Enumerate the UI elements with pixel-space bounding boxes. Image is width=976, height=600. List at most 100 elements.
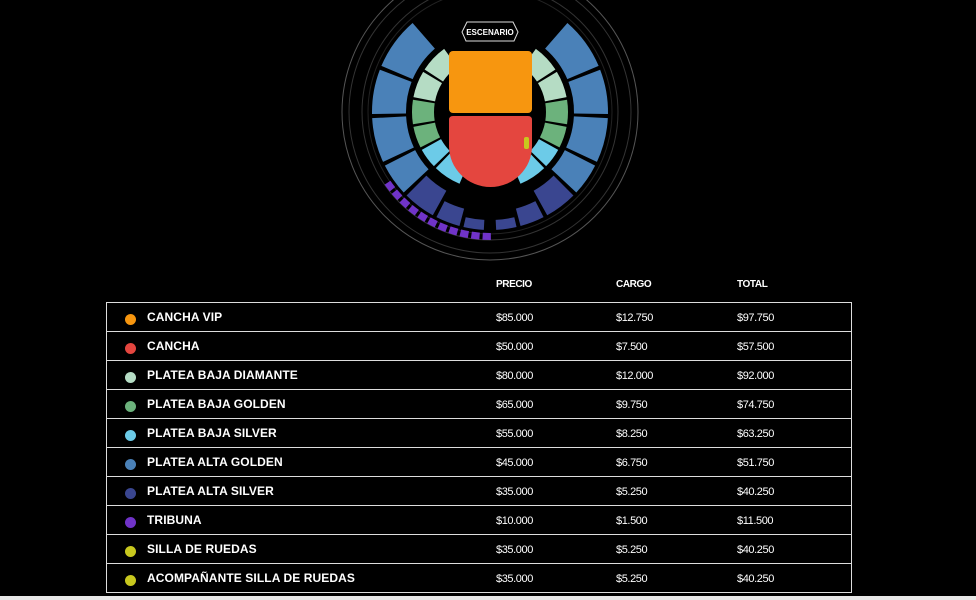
- venue-seating-map: ESCENARIO: [341, 0, 639, 261]
- section-cancha[interactable]: [449, 116, 532, 187]
- section-tribuna[interactable]: [391, 189, 403, 201]
- color-dot: [125, 401, 136, 412]
- table-row[interactable]: PLATEA ALTA SILVER $35.000 $5.250 $40.25…: [107, 477, 851, 506]
- horizontal-scrollbar[interactable]: [0, 596, 976, 600]
- cargo-value: $5.250: [616, 573, 648, 585]
- section-name: PLATEA BAJA DIAMANTE: [147, 368, 298, 382]
- section-tribuna[interactable]: [384, 180, 396, 192]
- table-row[interactable]: CANCHA $50.000 $7.500 $57.500: [107, 332, 851, 361]
- color-dot: [125, 517, 136, 528]
- section-platea-baja-diamante[interactable]: [413, 71, 442, 102]
- precio-value: $65.000: [496, 399, 533, 411]
- table-row[interactable]: SILLA DE RUEDAS $35.000 $5.250 $40.250: [107, 535, 851, 564]
- cargo-value: $5.250: [616, 544, 648, 556]
- section-tribuna[interactable]: [482, 232, 491, 240]
- section-platea-alta-silver[interactable]: [495, 217, 517, 230]
- section-platea-alta-golden[interactable]: [384, 150, 429, 193]
- section-platea-baja-diamante[interactable]: [538, 71, 567, 102]
- cargo-value: $6.750: [616, 457, 648, 469]
- table-row[interactable]: TRIBUNA $10.000 $1.500 $11.500: [107, 506, 851, 535]
- table-row[interactable]: CANCHA VIP $85.000 $12.750 $97.750: [107, 303, 851, 332]
- section-name: PLATEA BAJA GOLDEN: [147, 397, 286, 411]
- section-platea-alta-golden[interactable]: [566, 116, 608, 162]
- section-name: CANCHA: [147, 339, 200, 353]
- total-value: $11.500: [737, 515, 774, 527]
- section-name: SILLA DE RUEDAS: [147, 542, 257, 556]
- section-platea-baja-golden[interactable]: [413, 122, 441, 148]
- stage-label: ESCENARIO: [466, 28, 514, 37]
- section-name: TRIBUNA: [147, 513, 202, 527]
- cargo-value: $8.250: [616, 428, 648, 440]
- venue-outline: [361, 0, 619, 241]
- precio-value: $45.000: [496, 457, 533, 469]
- section-platea-alta-silver[interactable]: [533, 175, 574, 216]
- section-platea-baja-golden[interactable]: [412, 99, 435, 125]
- precio-value: $50.000: [496, 341, 533, 353]
- cargo-value: $12.000: [616, 370, 653, 382]
- section-tribuna[interactable]: [399, 197, 411, 209]
- color-dot: [125, 575, 136, 586]
- total-value: $92.000: [737, 370, 774, 382]
- section-platea-baja-silver[interactable]: [421, 139, 450, 167]
- section-platea-baja-golden[interactable]: [545, 99, 568, 125]
- color-dot: [125, 430, 136, 441]
- total-value: $74.750: [737, 399, 774, 411]
- section-platea-alta-golden[interactable]: [568, 69, 608, 115]
- section-platea-alta-golden[interactable]: [372, 116, 414, 162]
- section-platea-alta-silver[interactable]: [515, 201, 544, 226]
- stage: ESCENARIO: [461, 21, 519, 42]
- cargo-value: $5.250: [616, 486, 648, 498]
- color-dot: [125, 314, 136, 325]
- section-tribuna[interactable]: [448, 226, 459, 236]
- section-tribuna[interactable]: [408, 204, 419, 216]
- total-value: $63.250: [737, 428, 774, 440]
- section-platea-alta-silver[interactable]: [436, 201, 465, 226]
- venue-outline: [341, 0, 639, 261]
- section-platea-alta-golden[interactable]: [372, 69, 412, 115]
- total-value: $51.750: [737, 457, 774, 469]
- total-value: $40.250: [737, 573, 774, 585]
- section-name: PLATEA BAJA SILVER: [147, 426, 277, 440]
- table-row[interactable]: ACOMPAÑANTE SILLA DE RUEDAS $35.000 $5.2…: [107, 564, 851, 593]
- cargo-value: $9.750: [616, 399, 648, 411]
- section-platea-alta-silver[interactable]: [406, 175, 447, 216]
- table-row[interactable]: PLATEA BAJA DIAMANTE $80.000 $12.000 $92…: [107, 361, 851, 390]
- section-tribuna[interactable]: [459, 229, 469, 239]
- precio-value: $35.000: [496, 544, 533, 556]
- section-tribuna[interactable]: [437, 222, 448, 232]
- precio-value: $35.000: [496, 486, 533, 498]
- section-cancha-vip[interactable]: [449, 51, 532, 113]
- section-platea-baja-diamante[interactable]: [424, 48, 458, 82]
- table-row[interactable]: PLATEA BAJA GOLDEN $65.000 $9.750 $74.75…: [107, 390, 851, 419]
- table-row[interactable]: PLATEA ALTA GOLDEN $45.000 $6.750 $51.75…: [107, 448, 851, 477]
- total-value: $40.250: [737, 486, 774, 498]
- section-platea-baja-golden[interactable]: [539, 122, 567, 148]
- table-row[interactable]: PLATEA BAJA SILVER $55.000 $8.250 $63.25…: [107, 419, 851, 448]
- section-platea-baja-silver[interactable]: [530, 139, 559, 167]
- color-dot: [125, 459, 136, 470]
- color-dot: [125, 546, 136, 557]
- precio-value: $85.000: [496, 312, 533, 324]
- price-table: CANCHA VIP $85.000 $12.750 $97.750 CANCH…: [106, 302, 852, 593]
- section-tribuna[interactable]: [470, 231, 480, 240]
- section-name: PLATEA ALTA SILVER: [147, 484, 274, 498]
- total-value: $97.750: [737, 312, 774, 324]
- total-value: $57.500: [737, 341, 774, 353]
- venue-outline: [348, 0, 632, 254]
- section-tribuna[interactable]: [427, 217, 438, 228]
- color-dot: [125, 488, 136, 499]
- precio-value: $55.000: [496, 428, 533, 440]
- section-name: ACOMPAÑANTE SILLA DE RUEDAS: [147, 571, 356, 585]
- precio-value: $35.000: [496, 573, 533, 585]
- color-dot: [125, 372, 136, 383]
- header-total: TOTAL: [737, 279, 768, 290]
- section-name: PLATEA ALTA GOLDEN: [147, 455, 283, 469]
- section-name: CANCHA VIP: [147, 310, 223, 324]
- section-platea-alta-silver[interactable]: [463, 217, 485, 230]
- section-platea-alta-golden[interactable]: [551, 150, 596, 193]
- color-dot: [125, 343, 136, 354]
- section-tribuna[interactable]: [417, 211, 429, 222]
- section-platea-alta-golden[interactable]: [545, 22, 599, 80]
- section-platea-alta-golden[interactable]: [381, 22, 435, 80]
- section-silla-de-ruedas[interactable]: [524, 137, 529, 149]
